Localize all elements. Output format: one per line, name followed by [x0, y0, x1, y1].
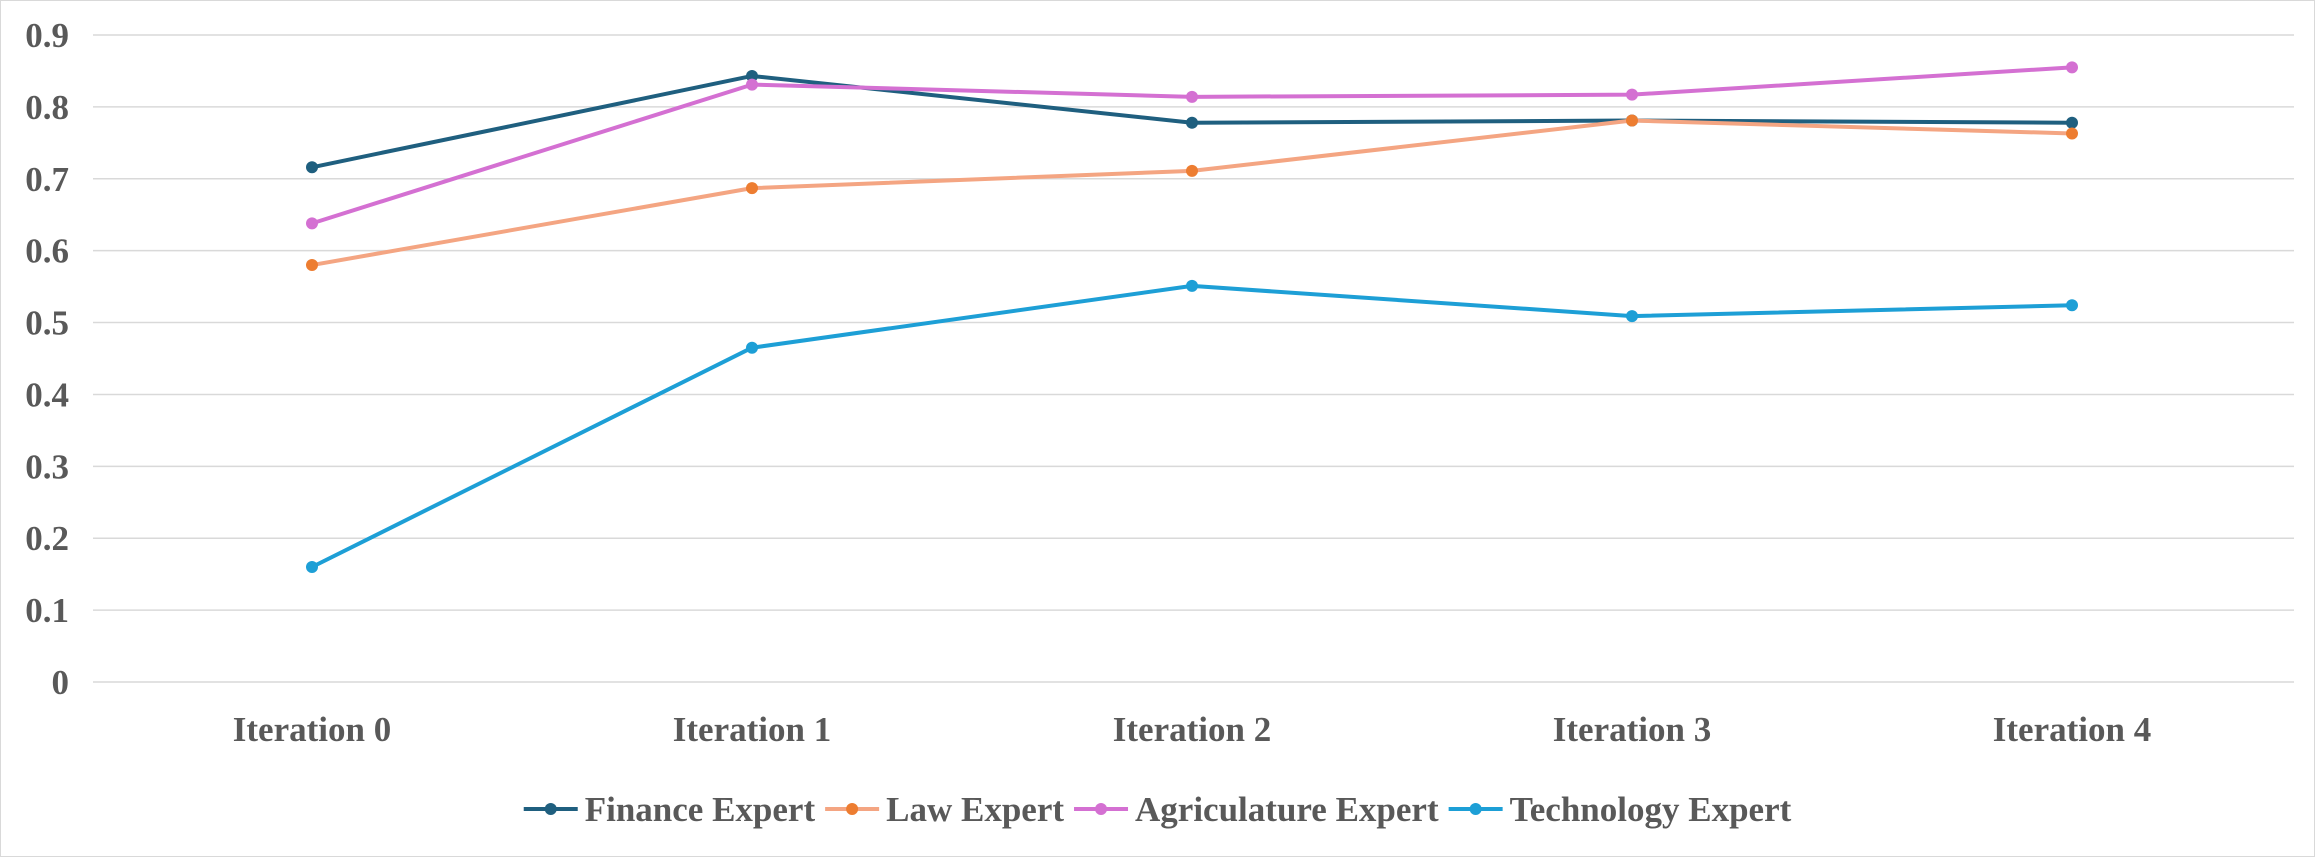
series-agriculature-expert: [306, 61, 2078, 230]
legend-swatch-marker: [544, 803, 557, 815]
legend-label: Law Expert: [886, 790, 1064, 829]
y-axis-tick-labels: 0 0.1 0.2 0.3 0.4 0.5 0.6 0.7 0.8 0.9: [25, 16, 69, 702]
data-point: [2066, 61, 2078, 74]
x-axis-tick-labels: Iteration 0 Iteration 1 Iteration 2 Iterati…: [233, 710, 2151, 749]
legend-label: Technology Expert: [1510, 790, 1792, 829]
series-line: [310, 65, 2074, 226]
y-tick-label: 0.5: [25, 304, 69, 343]
y-tick-label: 0.2: [25, 519, 69, 558]
legend: Finance Expert Law Expert Agriculature Exp…: [523, 790, 1792, 829]
data-point: [1626, 310, 1638, 323]
y-tick-label: 0.1: [25, 591, 69, 630]
y-tick-label: 0.7: [25, 160, 69, 199]
legend-item: Agriculature Expert: [1074, 790, 1439, 829]
legend-swatch-marker: [1469, 803, 1482, 815]
x-tick-label: Iteration 3: [1553, 710, 1711, 749]
legend-swatch-marker: [846, 803, 859, 815]
x-tick-label: Iteration 1: [673, 710, 831, 749]
y-tick-label: 0.6: [25, 232, 69, 271]
data-point: [1626, 88, 1638, 101]
data-point: [2066, 299, 2078, 312]
data-point: [306, 161, 318, 174]
y-tick-label: 0.9: [25, 16, 69, 55]
legend-swatch-marker: [1095, 803, 1108, 815]
series-lines: [306, 61, 2078, 573]
data-point: [1186, 116, 1198, 129]
legend-item: Technology Expert: [1448, 790, 1792, 829]
x-tick-label: Iteration 0: [233, 710, 391, 749]
x-tick-label: Iteration 2: [1113, 710, 1271, 749]
data-point: [1186, 279, 1198, 292]
y-tick-label: 0.8: [25, 88, 69, 127]
data-point: [2066, 127, 2078, 140]
series-line: [310, 283, 2074, 569]
y-tick-label: 0.4: [25, 375, 69, 414]
y-tick-label: 0: [52, 663, 70, 702]
series-line: [310, 118, 2074, 268]
series-technology-expert: [306, 279, 2078, 573]
data-point: [1186, 164, 1198, 177]
data-point: [1186, 90, 1198, 103]
gridlines: [93, 34, 2294, 683]
data-point: [1626, 114, 1638, 127]
data-point: [306, 560, 318, 573]
x-tick-label: Iteration 4: [1993, 710, 2151, 749]
legend-item: Finance Expert: [523, 790, 816, 829]
data-point: [2066, 116, 2078, 129]
legend-label: Finance Expert: [585, 790, 816, 829]
data-point: [746, 69, 758, 82]
legend-label: Agriculature Expert: [1135, 790, 1439, 829]
data-point: [746, 182, 758, 195]
data-point: [746, 341, 758, 354]
y-tick-label: 0.3: [25, 447, 69, 486]
legend-item: Law Expert: [825, 790, 1064, 829]
data-point: [306, 259, 318, 272]
series-law-expert: [306, 114, 2078, 272]
data-point: [306, 217, 318, 230]
data-point: [746, 78, 758, 91]
